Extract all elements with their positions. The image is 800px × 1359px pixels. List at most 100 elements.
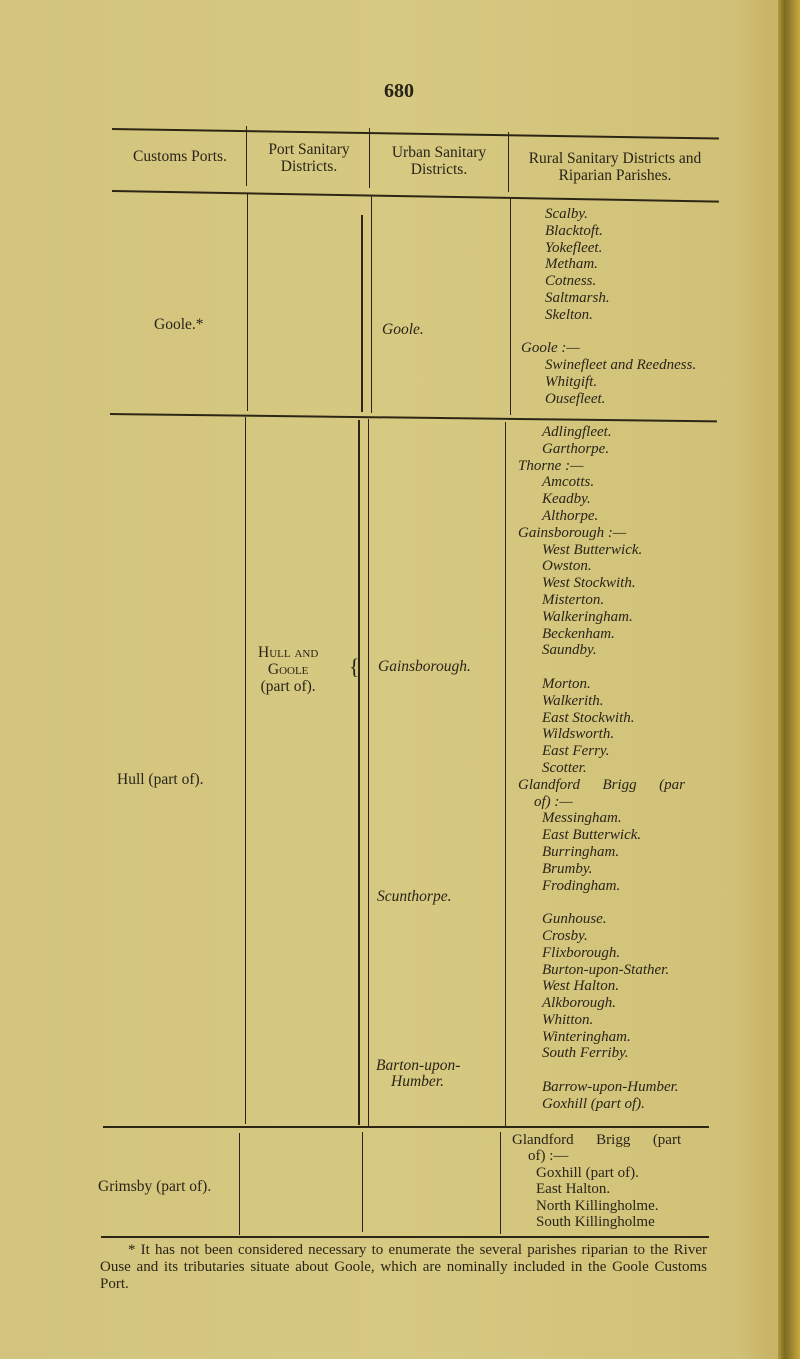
parish-item: Saundby. [542, 642, 597, 659]
parish-group: Barrow-upon-Humber. Goxhill (part of). [518, 1079, 685, 1113]
parish-item: Yokefleet. [545, 239, 603, 256]
parish-item: Winteringham. [542, 1028, 631, 1045]
col-divider-2 [368, 419, 369, 1126]
port-sanitary-line: Goole [267, 661, 309, 678]
parish-item: Gainsborough :— [518, 524, 627, 541]
col-divider-1 [239, 1133, 240, 1235]
parish-group: Adlingfleet. Garthorpe. Thorne :— Amcotts. K… [518, 424, 685, 659]
parish-item: Metham. [545, 256, 598, 273]
col-divider-3 [505, 422, 506, 1126]
header-port-sanitary: Port Sanitary Districts. [268, 141, 350, 175]
parish-item: Whitton. [542, 1011, 594, 1028]
parish-item: Messingham. [542, 810, 622, 827]
parish-item: Blacktoft. [545, 222, 603, 239]
parish-item: East Butterwick. [542, 827, 642, 844]
page-number: 680 [384, 80, 414, 102]
parish-item: Glandford Brigg (part [512, 1132, 682, 1148]
header-rural-sanitary: Rural Sanitary Districts and Riparian Pa… [528, 150, 702, 184]
parish-item: Glandford Brigg (par [518, 776, 685, 793]
parish-item: Barrow-upon-Humber. [542, 1079, 679, 1096]
parish-item: South Ferriby. [542, 1045, 629, 1062]
parish-item: Garthorpe. [542, 440, 610, 457]
port-sanitary-line: Hull and [258, 644, 319, 661]
port-grimsby: Grimsby (part of). [98, 1178, 212, 1195]
port-goole: Goole.* [154, 316, 204, 333]
parish-item: West Stockwith. [542, 575, 636, 592]
col-divider-1 [245, 417, 246, 1124]
parish-item: Crosby. [542, 927, 588, 944]
parish-item: Alkborough. [542, 995, 617, 1012]
parish-item: Scalby. [545, 206, 588, 222]
parish-item: Flixborough. [542, 944, 621, 961]
rural-list-goole: Scalby. Blacktoft. Yokefleet. Metham. Cotnes… [521, 206, 696, 424]
col-divider-1 [247, 193, 248, 411]
parish-item: Saltmarsh. [545, 289, 610, 306]
parish-item: Swinefleet and Reedness. [545, 357, 697, 374]
parish-item: Wildsworth. [542, 726, 615, 743]
parish-item: Goole :— [521, 340, 580, 357]
parish-group: Morton. Walkerith. East Stockwith. Wildswor… [518, 676, 685, 894]
rural-list-grimsby: Glandford Brigg (part of) :— Goxhill (part… [512, 1132, 681, 1247]
header-urban-sanitary: Urban Sanitary Districts. [391, 144, 487, 178]
parish-item: Morton. [542, 675, 591, 692]
port-sanitary-line: (part of). [260, 678, 316, 695]
parish-item: of) :— [534, 793, 573, 810]
parish-item: Cotness. [545, 273, 597, 290]
parish-item: Frodingham. [542, 877, 621, 894]
parish-group: Glandford Brigg (part of) :— Goxhill (part… [512, 1132, 681, 1230]
col-divider-2 [369, 128, 370, 188]
urban-scunthorpe: Scunthorpe. [377, 888, 452, 905]
urban-gainsborough: Gainsborough. [378, 658, 471, 675]
page-edge-binding [778, 0, 800, 1359]
footnote: * It has not been considered necessary t… [100, 1242, 707, 1293]
parish-item: Walkerith. [542, 692, 604, 709]
parish-item: Owston. [542, 558, 592, 575]
table-bottom-rule [101, 1236, 709, 1238]
port-hull: Hull (part of). [117, 771, 204, 788]
parish-item: East Ferry. [542, 743, 610, 760]
parish-item: West Halton. [542, 978, 619, 995]
bracket-line [361, 215, 363, 412]
parish-item: Keadby. [542, 491, 591, 508]
parish-item: Althorpe. [542, 507, 599, 524]
parish-group: Goole :— Swinefleet and Reedness. Whitgift… [521, 340, 696, 407]
parish-item: West Butterwick. [542, 541, 643, 558]
parish-item: Ousefleet. [545, 390, 606, 407]
parish-item: North Killingholme. [536, 1197, 659, 1214]
parish-group: Scalby. Blacktoft. Yokefleet. Metham. Cotnes… [521, 206, 696, 324]
parish-item: Burringham. [542, 843, 620, 860]
parish-item: Misterton. [542, 591, 605, 608]
parish-item: Burton-upon-Stather. [542, 961, 670, 978]
col-divider-3 [510, 199, 511, 415]
parish-item: East Stockwith. [542, 709, 635, 726]
parish-item: Beckenham. [542, 625, 615, 642]
urban-humber: Humber. [391, 1073, 444, 1090]
rural-list-hull: Adlingfleet. Garthorpe. Thorne :— Amcotts. K… [518, 424, 685, 1129]
port-sanitary-hull-goole: Hull and Goole (part of). [258, 644, 318, 695]
col-divider-3 [508, 132, 509, 192]
bracket-line [358, 420, 360, 1125]
parish-item: Goxhill (part of). [536, 1164, 639, 1181]
parish-item: East Halton. [536, 1181, 611, 1198]
parish-group: Gunhouse. Crosby. Flixborough. Burton-upon-… [518, 911, 685, 1062]
col-divider-2 [362, 1132, 363, 1232]
col-divider-3 [500, 1132, 501, 1234]
urban-barton: Barton-upon- [376, 1057, 461, 1074]
parish-item: Adlingfleet. [542, 424, 612, 440]
row-rule-hull [103, 1126, 709, 1128]
parish-item: South Killingholme [536, 1214, 655, 1231]
parish-item: Whitgift. [545, 373, 598, 390]
brace-icon: { [349, 654, 360, 679]
col-divider-2 [371, 195, 372, 413]
header-bottom-rule [111, 190, 719, 203]
parish-item: Walkeringham. [542, 608, 633, 625]
parish-item: Brumby. [542, 860, 593, 877]
parish-item: Thorne :— [518, 457, 584, 474]
parish-item: Gunhouse. [542, 911, 607, 928]
urban-goole: Goole. [382, 321, 424, 338]
parish-item: Amcotts. [542, 474, 595, 491]
parish-item: Skelton. [545, 306, 593, 323]
footnote-text: * It has not been considered necessary t… [100, 1242, 707, 1292]
parish-item: of) :— [528, 1148, 569, 1165]
table-top-rule [111, 128, 719, 140]
